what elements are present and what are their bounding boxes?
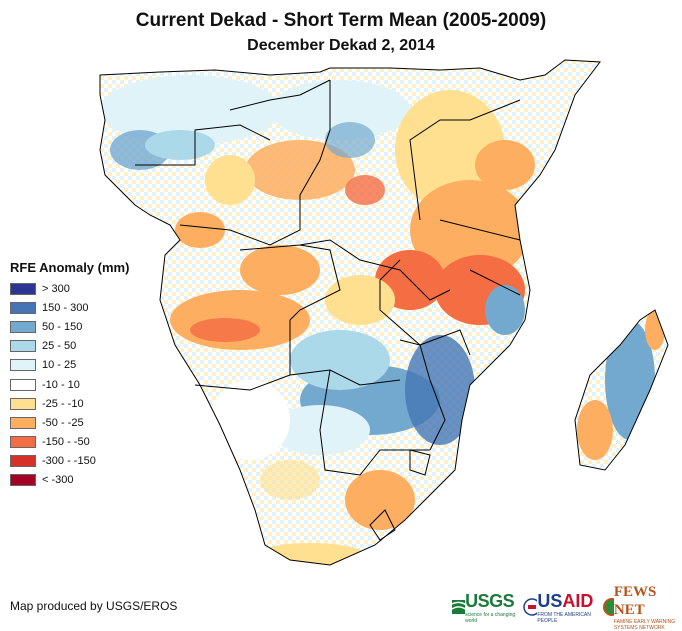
coastlines	[99, 59, 669, 566]
usgs-logo: USGS science for a changing world	[452, 591, 517, 624]
legend-swatch	[10, 282, 36, 295]
anomaly-region	[100, 75, 280, 145]
anomaly-region	[485, 285, 525, 335]
legend-item: -50 - -25	[10, 413, 129, 432]
legend-swatch	[10, 378, 36, 391]
legend-swatch	[10, 359, 36, 372]
legend-item: 150 - 300	[10, 298, 129, 317]
anomaly-region	[325, 275, 395, 325]
anomaly-region	[210, 380, 290, 460]
legend-swatch	[10, 340, 36, 353]
legend-item: > 300	[10, 279, 129, 298]
anomaly-region	[290, 330, 390, 390]
legend-swatch	[10, 320, 36, 333]
legend-label: < -300	[42, 474, 74, 487]
anomaly-region	[345, 175, 385, 205]
legend-label: 10 - 25	[42, 359, 77, 372]
anomaly-region	[260, 460, 320, 500]
anomaly-region	[345, 470, 415, 530]
legend-label: 150 - 300	[42, 301, 89, 314]
legend-label: 50 - 150	[42, 320, 83, 333]
map-subtitle: December Dekad 2, 2014	[247, 37, 435, 54]
legend-label: 25 - 50	[42, 340, 77, 353]
anomaly-region	[190, 318, 260, 342]
anomaly-region	[245, 140, 355, 200]
map-title: Current Dekad - Short Term Mean (2005-20…	[135, 10, 547, 31]
anomaly-region	[405, 335, 475, 445]
legend-label: -150 - -50	[42, 436, 90, 449]
anomaly-region	[475, 140, 535, 190]
usaid-logo: USAID FROM THE AMERICAN PEOPLE	[523, 591, 597, 624]
legend-label: -25 - -10	[42, 397, 84, 410]
credit-text: Map produced by USGS/EROS	[10, 599, 178, 613]
country-borders	[135, 79, 521, 541]
legend: RFE Anomaly (mm) > 300 150 - 300 50 - 150 2…	[10, 260, 129, 490]
legend-item: -10 - 10	[10, 375, 129, 394]
anomaly-region	[255, 543, 365, 565]
legend-item: < -300	[10, 471, 129, 490]
logos: USGS science for a changing world USAID FR…	[452, 583, 682, 631]
anomaly-region	[145, 130, 215, 160]
fewsnet-globe-icon	[603, 598, 614, 616]
anomaly-region	[325, 122, 375, 158]
legend-swatch	[10, 455, 36, 468]
legend-swatch	[10, 436, 36, 449]
anomaly-region	[395, 90, 505, 210]
legend-item: -150 - -50	[10, 433, 129, 452]
anomaly-region	[410, 180, 530, 280]
legend-label: > 300	[42, 282, 70, 295]
legend-swatch	[10, 474, 36, 487]
legend-item: 10 - 25	[10, 356, 129, 375]
legend-swatch	[10, 416, 36, 429]
usgs-wave-icon	[452, 600, 466, 614]
legend-label: -50 - -25	[42, 416, 84, 429]
legend-label: -10 - 10	[42, 378, 80, 391]
anomaly-region	[577, 400, 613, 460]
legend-swatch	[10, 397, 36, 410]
legend-item: 25 - 50	[10, 337, 129, 356]
anomaly-region	[270, 80, 410, 140]
legend-item: -300 - -150	[10, 452, 129, 471]
anomaly-region	[205, 155, 255, 205]
legend-item: 50 - 150	[10, 317, 129, 336]
legend-title: RFE Anomaly (mm)	[10, 260, 130, 275]
usaid-seal-icon	[523, 598, 538, 616]
legend-swatch	[10, 301, 36, 314]
legend-item: -25 - -10	[10, 394, 129, 413]
anomaly-region	[240, 245, 320, 295]
madagascar-coastline	[574, 309, 669, 471]
legend-label: -300 - -150	[42, 455, 96, 468]
anomaly-region	[175, 212, 225, 248]
